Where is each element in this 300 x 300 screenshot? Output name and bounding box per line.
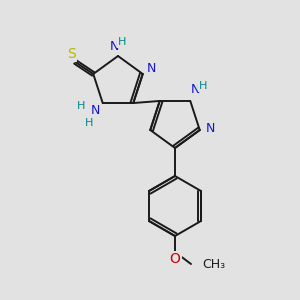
Text: H: H [199, 81, 208, 91]
Text: H: H [76, 101, 85, 111]
Text: H: H [118, 37, 126, 47]
Text: N: N [147, 62, 156, 76]
Text: S: S [67, 47, 76, 61]
Text: N: N [206, 122, 215, 134]
Text: N: N [91, 103, 100, 116]
Text: H: H [85, 118, 93, 128]
Text: CH₃: CH₃ [202, 259, 225, 272]
Text: N: N [190, 83, 200, 97]
Text: N: N [109, 40, 119, 52]
Text: O: O [169, 252, 180, 266]
